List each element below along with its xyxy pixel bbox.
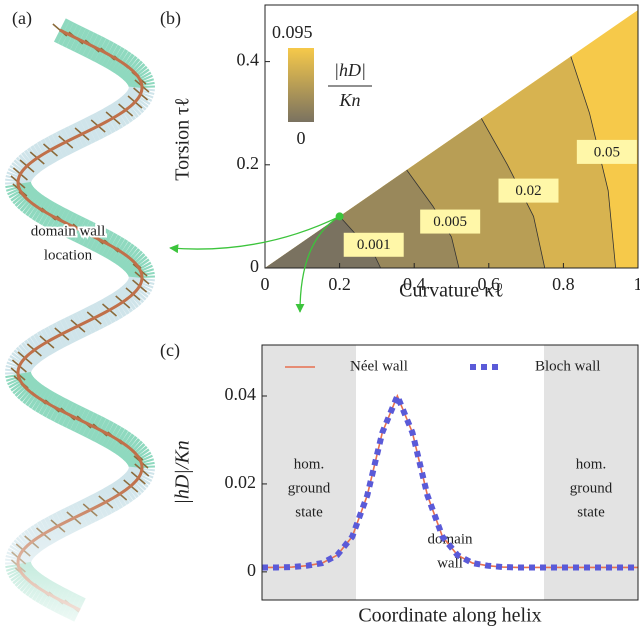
highlight-point bbox=[336, 212, 344, 220]
panel-label: (a) bbox=[12, 8, 32, 29]
contour-label: 0.001 bbox=[357, 237, 391, 253]
y-tick-label: 0.04 bbox=[225, 384, 257, 404]
colorbar-max: 0.095 bbox=[272, 22, 313, 42]
colorbar-label-bottom: Kn bbox=[338, 90, 360, 110]
y-tick-label: 0.02 bbox=[225, 472, 257, 492]
region-label: ground bbox=[288, 480, 331, 496]
x-tick-label: 1 bbox=[634, 274, 640, 294]
region-label: hom. bbox=[294, 456, 324, 472]
shaded-region bbox=[544, 345, 638, 600]
legend-label: Bloch wall bbox=[535, 358, 600, 374]
colorbar-min: 0 bbox=[297, 128, 306, 148]
region-label: state bbox=[577, 504, 605, 520]
x-tick-label: 0 bbox=[261, 274, 270, 294]
region-label: ground bbox=[570, 480, 613, 496]
x-axis-title: Curvature κℓ bbox=[399, 280, 504, 302]
y-axis-title: |hD|/Kn bbox=[172, 440, 194, 504]
annotation: domain wall bbox=[31, 223, 106, 239]
contour-label: 0.05 bbox=[594, 144, 620, 160]
helix-fade bbox=[0, 30, 160, 631]
y-tick-label: 0.4 bbox=[237, 50, 260, 70]
colorbar-label-top: |hD| bbox=[334, 60, 366, 80]
annotation: location bbox=[44, 247, 93, 263]
x-tick-label: 0.2 bbox=[328, 274, 351, 294]
y-tick-label: 0 bbox=[250, 256, 259, 276]
legend-label: Néel wall bbox=[350, 358, 408, 374]
region-label: state bbox=[295, 504, 323, 520]
x-tick-label: 0.8 bbox=[552, 274, 575, 294]
figure: (a) domain wall location 0.001 0.005 0.02 0.05… bbox=[0, 0, 640, 631]
shaded-region bbox=[262, 345, 356, 600]
contour-label: 0.005 bbox=[433, 214, 467, 230]
contour-label: 0.02 bbox=[515, 183, 541, 199]
region-label: hom. bbox=[576, 456, 606, 472]
panel-label: (b) bbox=[160, 8, 181, 29]
y-tick-label: 0.2 bbox=[237, 153, 260, 173]
panel-label: (c) bbox=[160, 340, 180, 361]
colorbar bbox=[288, 48, 314, 122]
y-tick-label: 0 bbox=[247, 560, 256, 580]
x-axis-title: Coordinate along helix bbox=[358, 605, 541, 627]
y-axis-title: Torsion τℓ bbox=[172, 97, 194, 180]
